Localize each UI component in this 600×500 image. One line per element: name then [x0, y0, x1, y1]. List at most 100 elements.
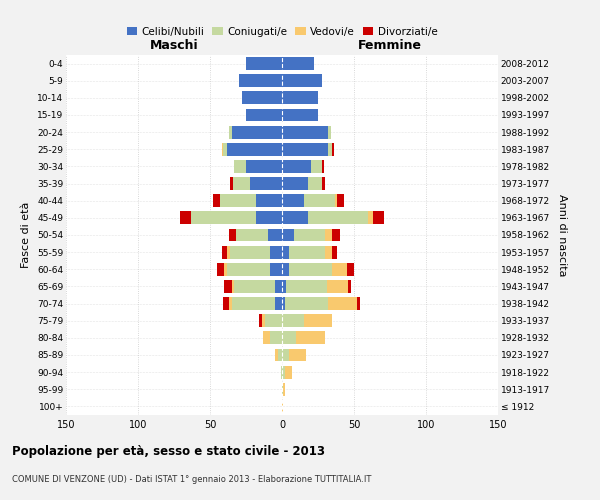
Bar [283, 383, 285, 396]
Bar [289, 348, 307, 362]
Bar [229, 297, 232, 310]
Bar [282, 246, 289, 258]
Bar [282, 366, 285, 378]
Bar [236, 228, 268, 241]
Bar [282, 108, 318, 122]
Bar [282, 383, 283, 396]
Bar [282, 212, 308, 224]
Bar [322, 160, 324, 173]
Bar [325, 246, 332, 258]
Bar [282, 263, 289, 276]
Bar [221, 143, 223, 156]
Bar [335, 194, 337, 207]
Bar [232, 297, 275, 310]
Bar [235, 280, 275, 293]
Bar [332, 228, 340, 241]
Bar [271, 332, 282, 344]
Bar [282, 126, 328, 138]
Bar [282, 297, 285, 310]
Bar [337, 194, 344, 207]
Bar [221, 246, 227, 258]
Bar [311, 160, 322, 173]
Bar [328, 297, 357, 310]
Bar [326, 280, 348, 293]
Bar [278, 348, 282, 362]
Bar [232, 280, 235, 293]
Bar [348, 280, 351, 293]
Bar [180, 212, 191, 224]
Bar [220, 194, 256, 207]
Bar [213, 194, 220, 207]
Bar [282, 400, 283, 413]
Bar [275, 297, 282, 310]
Bar [275, 348, 278, 362]
Bar [256, 194, 282, 207]
Bar [239, 74, 282, 87]
Bar [282, 57, 314, 70]
Bar [357, 297, 360, 310]
Bar [285, 297, 328, 310]
Bar [242, 92, 282, 104]
Bar [246, 108, 282, 122]
Bar [224, 280, 232, 293]
Bar [227, 246, 230, 258]
Bar [271, 246, 282, 258]
Bar [235, 160, 246, 173]
Bar [224, 263, 227, 276]
Bar [275, 280, 282, 293]
Bar [286, 280, 326, 293]
Y-axis label: Anni di nascita: Anni di nascita [557, 194, 566, 276]
Bar [282, 177, 308, 190]
Bar [325, 228, 332, 241]
Bar [282, 160, 311, 173]
Bar [368, 212, 373, 224]
Bar [256, 212, 282, 224]
Bar [246, 57, 282, 70]
Bar [282, 228, 293, 241]
Bar [304, 194, 335, 207]
Bar [223, 143, 227, 156]
Bar [282, 280, 286, 293]
Bar [217, 263, 224, 276]
Bar [262, 314, 265, 327]
Text: COMUNE DI VENZONE (UD) - Dati ISTAT 1° gennaio 2013 - Elaborazione TUTTITALIA.IT: COMUNE DI VENZONE (UD) - Dati ISTAT 1° g… [12, 475, 371, 484]
Bar [308, 212, 368, 224]
Bar [285, 366, 292, 378]
Bar [227, 263, 271, 276]
Bar [281, 366, 282, 378]
Bar [223, 297, 229, 310]
Bar [230, 246, 271, 258]
Bar [230, 177, 233, 190]
Bar [191, 212, 256, 224]
Text: Maschi: Maschi [149, 38, 199, 52]
Legend: Celibi/Nubili, Coniugati/e, Vedovi/e, Divorziati/e: Celibi/Nubili, Coniugati/e, Vedovi/e, Di… [122, 22, 442, 41]
Bar [328, 126, 331, 138]
Bar [232, 126, 282, 138]
Bar [265, 314, 282, 327]
Bar [347, 263, 354, 276]
Bar [332, 143, 334, 156]
Bar [308, 177, 322, 190]
Bar [229, 228, 236, 241]
Bar [282, 74, 322, 87]
Bar [373, 212, 384, 224]
Bar [271, 263, 282, 276]
Bar [263, 332, 271, 344]
Bar [268, 228, 282, 241]
Bar [332, 246, 337, 258]
Text: Femmine: Femmine [358, 38, 422, 52]
Bar [322, 177, 325, 190]
Bar [304, 314, 332, 327]
Y-axis label: Fasce di età: Fasce di età [22, 202, 31, 268]
Bar [250, 177, 282, 190]
Bar [296, 332, 325, 344]
Bar [332, 263, 347, 276]
Bar [246, 160, 282, 173]
Bar [328, 143, 332, 156]
Bar [289, 263, 332, 276]
Bar [282, 143, 328, 156]
Bar [282, 332, 296, 344]
Bar [282, 92, 318, 104]
Bar [227, 143, 282, 156]
Bar [229, 126, 232, 138]
